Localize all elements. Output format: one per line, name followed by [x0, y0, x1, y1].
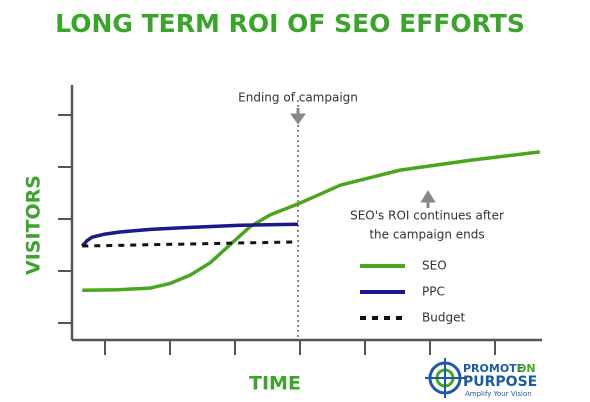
annotation-arrow	[290, 108, 306, 125]
series-line	[82, 240, 299, 248]
logo-text: ON	[517, 362, 536, 375]
annotation: the campaign ends	[369, 228, 484, 242]
logo-tagline: Amplify Your Vision	[465, 390, 532, 398]
logo: PROMOTE ON PURPOSE Amplify Your Vision	[425, 358, 537, 398]
logo-text: PROMOTE	[463, 362, 524, 375]
logo-text: PURPOSE	[463, 374, 537, 390]
legend-label: SEO	[422, 259, 447, 273]
chart-title: LONG TERM ROI OF SEO EFFORTS	[55, 9, 525, 38]
y-axis-label: VISITORS	[23, 175, 45, 275]
annotation-arrow	[420, 190, 436, 208]
series-line	[80, 222, 299, 248]
annotation: SEO's ROI continues after	[350, 209, 504, 223]
annotation: Ending of campaign	[238, 91, 358, 105]
series-line	[82, 150, 541, 292]
legend-label: Budget	[422, 311, 465, 325]
legend-label: PPC	[422, 285, 445, 299]
x-axis-label: TIME	[249, 373, 301, 395]
